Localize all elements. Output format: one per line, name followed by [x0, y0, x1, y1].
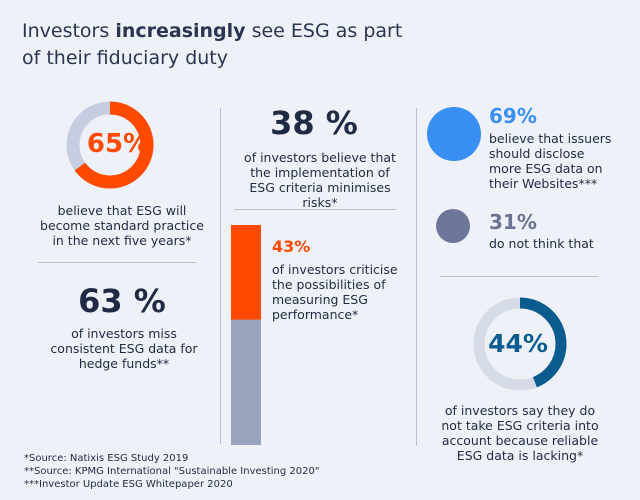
divider-left-horizontal: [38, 262, 196, 263]
stat-69-value: 69%: [489, 104, 537, 128]
footnote-2: **Source: KPMG International "Sustainabl…: [24, 466, 320, 477]
stat-63-value: 63 %: [78, 282, 166, 320]
stat-65-value: 65%: [86, 129, 150, 159]
divider-center-horizontal: [234, 209, 396, 210]
stat-44-text: of investors say they do not take ESG cr…: [441, 403, 599, 463]
title-line-1: Investors increasingly see ESG as part: [22, 20, 403, 42]
footnote-3: ***Investor Update ESG Whitepaper 2020: [24, 479, 233, 490]
stat-31-text: do not think that: [489, 236, 594, 251]
stat-44-value: 44%: [488, 329, 548, 358]
donut-65-arc: [66, 101, 154, 189]
stat-43-value: 43%: [272, 237, 311, 256]
blue-circle-69: [427, 107, 481, 161]
circle-31-mark: [436, 209, 470, 243]
grey-circle-31: [436, 209, 470, 243]
stat-63-text: of investors miss consistent ESG data fo…: [50, 326, 198, 371]
stat-69-text: believe that issuers should disclose mor…: [489, 131, 612, 191]
footnotes: *Source: Natixis ESG Study 2019 **Source…: [24, 452, 424, 491]
stat-38-value: 38 %: [270, 104, 358, 142]
divider-left: [220, 108, 221, 444]
circle-69-mark: [427, 107, 481, 161]
donut-chart-44: [473, 297, 567, 391]
donut-44-arc: [473, 297, 567, 391]
stat-31-value: 31%: [489, 210, 537, 234]
page-title: Investors increasingly see ESG as part o…: [22, 18, 442, 72]
stat-43-text: of investors criticise the possibilities…: [272, 262, 398, 322]
title-line-2: of their fiduciary duty: [22, 47, 228, 69]
divider-right-horizontal: [440, 276, 598, 277]
divider-right: [416, 108, 417, 446]
stat-38-text: of investors believe that the implementa…: [244, 150, 396, 210]
bar-chart-43: [231, 225, 261, 445]
bar-43-fill: [231, 225, 261, 320]
stat-65-text: believe that ESG will become standard pr…: [40, 203, 204, 248]
donut-chart-65: [66, 101, 154, 189]
footnote-1: *Source: Natixis ESG Study 2019: [24, 453, 189, 464]
